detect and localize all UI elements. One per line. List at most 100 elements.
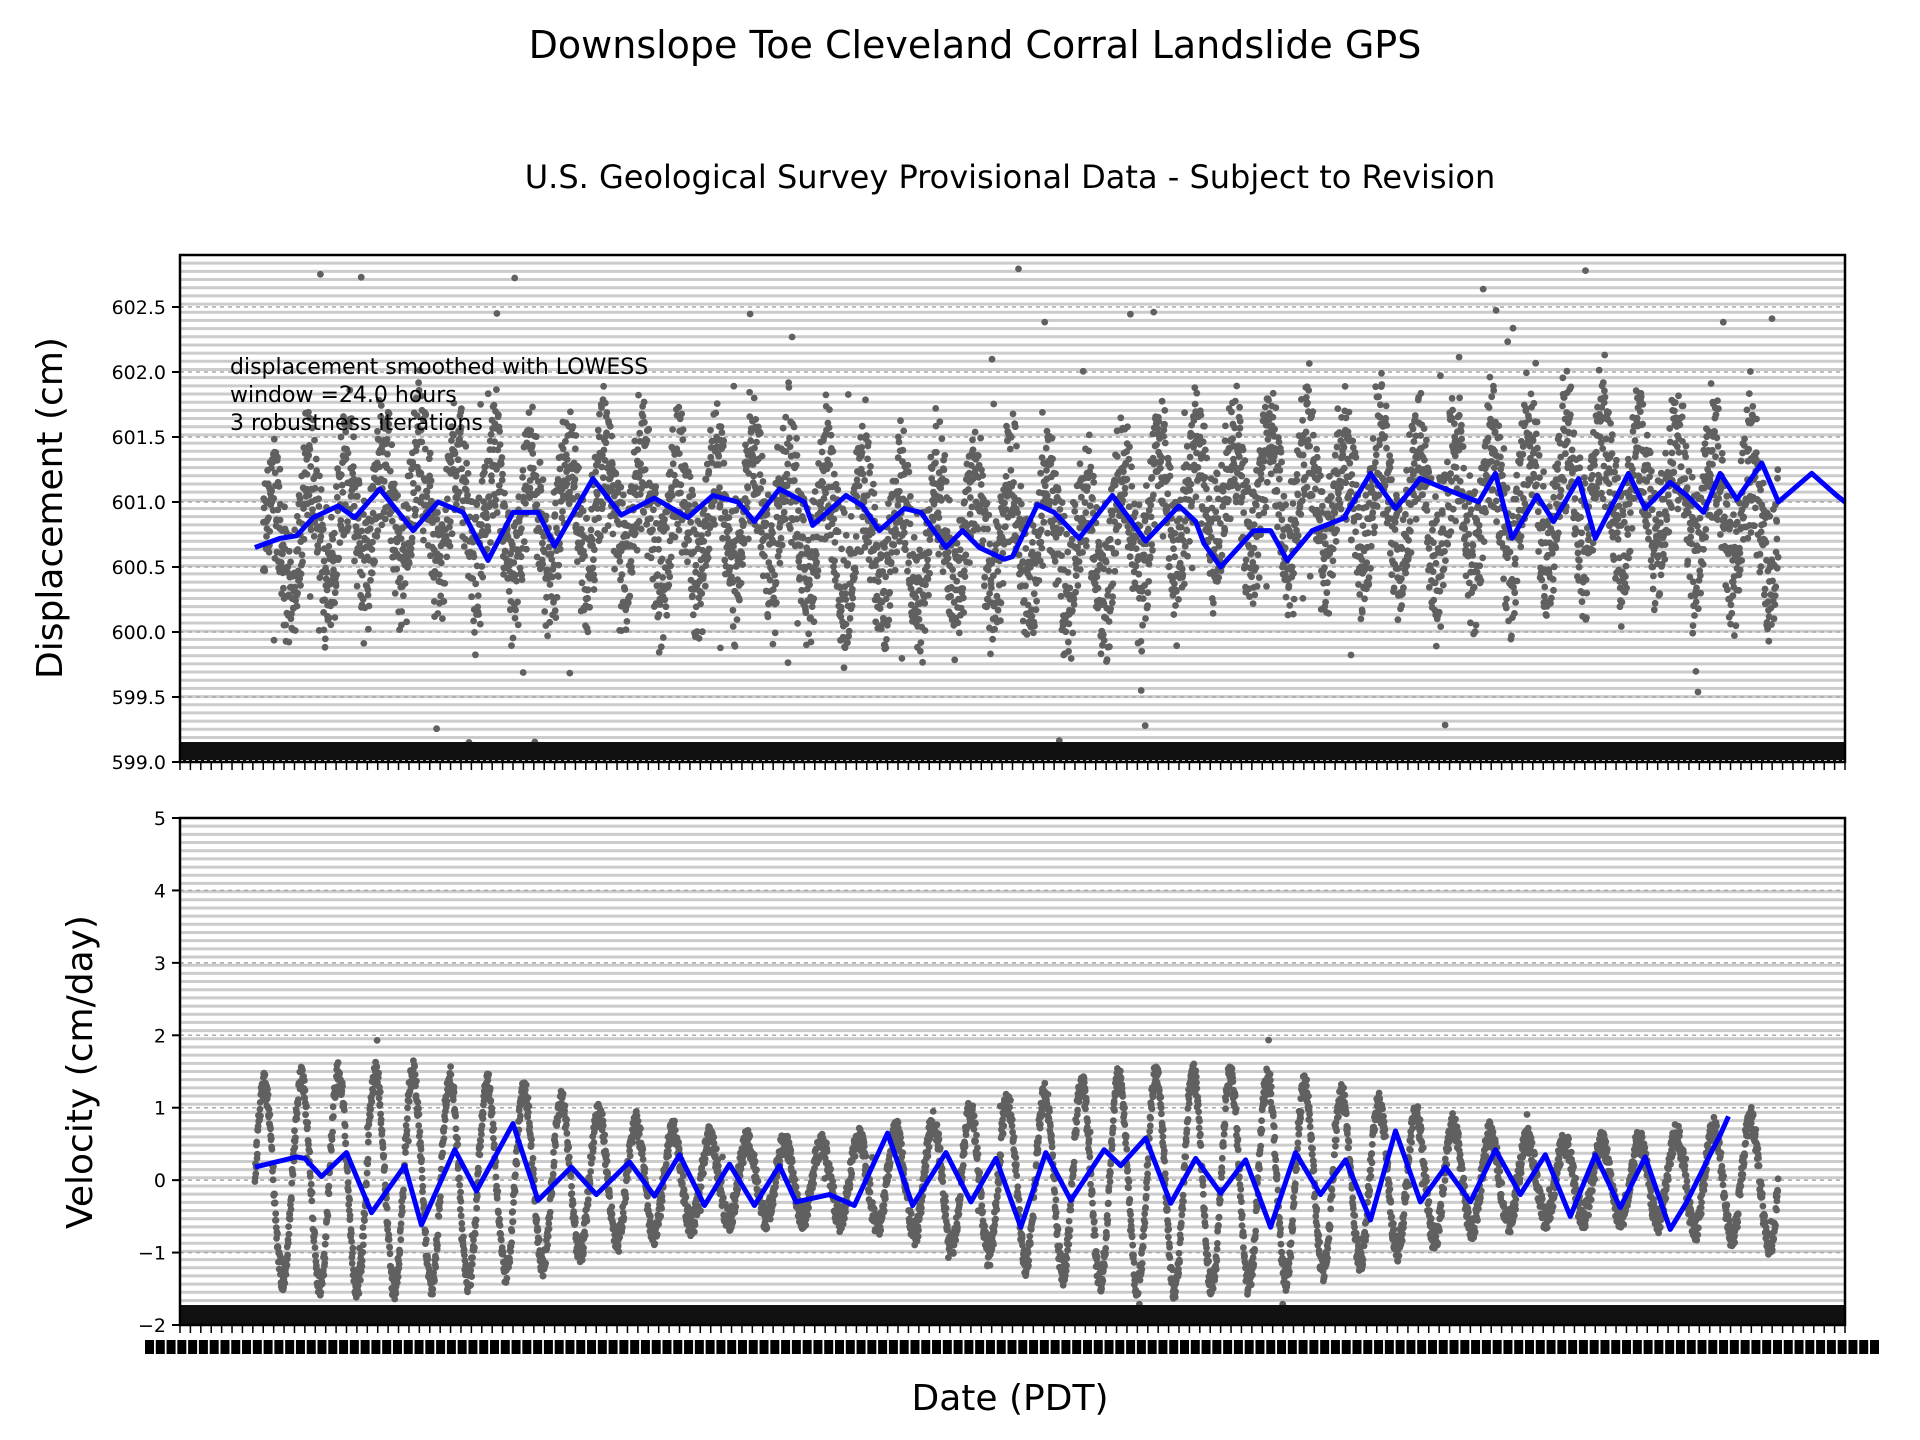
data-point	[1441, 721, 1449, 729]
data-point	[1503, 484, 1511, 492]
data-point	[1276, 467, 1284, 474]
data-point	[487, 539, 494, 546]
data-point	[1071, 501, 1079, 509]
data-point	[1646, 449, 1654, 457]
data-point	[935, 550, 943, 558]
data-point	[499, 470, 506, 478]
data-point	[1513, 577, 1521, 585]
data-point	[641, 418, 648, 426]
data-point	[632, 484, 639, 491]
data-point	[511, 614, 519, 622]
data-point	[558, 514, 566, 522]
data-point	[677, 481, 685, 489]
data-point	[425, 455, 433, 463]
data-point	[1341, 383, 1349, 390]
data-point	[360, 640, 368, 647]
data-point	[663, 611, 671, 619]
data-point	[716, 484, 723, 491]
data-point	[634, 446, 642, 453]
data-point	[480, 498, 487, 505]
data-point	[274, 453, 281, 461]
data-point	[641, 466, 649, 473]
data-point	[1471, 488, 1479, 495]
data-point	[753, 438, 760, 446]
data-point	[912, 594, 920, 601]
data-point	[1001, 499, 1008, 507]
data-point	[446, 518, 454, 526]
data-point	[459, 519, 467, 527]
data-point	[1430, 596, 1438, 604]
data-point	[606, 423, 614, 430]
data-point	[1186, 453, 1194, 461]
data-point	[1506, 548, 1514, 556]
data-point	[726, 564, 734, 572]
data-point	[1064, 548, 1072, 556]
data-point	[669, 460, 677, 468]
data-point	[991, 625, 998, 633]
data-point	[1153, 441, 1160, 449]
data-point	[1675, 392, 1682, 400]
data-point	[492, 496, 500, 504]
data-point	[345, 422, 353, 430]
data-point	[407, 551, 415, 559]
data-point	[434, 610, 442, 617]
data-point	[1175, 596, 1182, 603]
data-point	[1599, 495, 1607, 503]
data-point	[356, 540, 364, 547]
data-point	[321, 643, 329, 651]
data-point	[418, 392, 425, 400]
data-point	[477, 401, 484, 408]
data-point	[551, 607, 559, 615]
data-point	[1074, 582, 1082, 589]
data-point	[497, 460, 505, 468]
data-point	[478, 521, 485, 529]
data-point	[1550, 493, 1558, 501]
data-point	[1193, 389, 1201, 397]
data-point	[1224, 496, 1232, 504]
data-point	[263, 533, 270, 540]
data-point	[1490, 387, 1498, 394]
data-point	[692, 561, 700, 569]
data-point	[818, 448, 826, 456]
data-point	[1146, 553, 1154, 561]
data-point	[981, 573, 989, 581]
data-point	[752, 416, 760, 423]
data-point	[1015, 265, 1022, 273]
data-point	[423, 488, 431, 496]
data-point	[1365, 574, 1373, 582]
data-point	[667, 553, 675, 561]
data-point	[602, 439, 610, 447]
data-point	[1273, 488, 1281, 495]
data-point	[1160, 433, 1167, 440]
data-point	[383, 436, 391, 443]
data-point	[581, 552, 588, 560]
data-point	[427, 477, 435, 485]
data-point	[1139, 621, 1146, 629]
data-point	[1650, 606, 1658, 614]
data-point	[1158, 397, 1166, 405]
data-point	[1523, 369, 1530, 377]
data-point	[485, 493, 493, 500]
data-point	[1229, 435, 1237, 443]
data-point	[595, 514, 602, 522]
data-point	[1425, 468, 1433, 476]
data-point	[547, 550, 555, 558]
data-point	[1037, 469, 1044, 477]
data-point	[1049, 455, 1056, 463]
data-point	[484, 527, 492, 535]
data-point	[537, 486, 545, 494]
data-point	[1294, 491, 1302, 499]
data-point	[977, 481, 985, 488]
data-point	[1095, 543, 1103, 550]
data-point	[294, 589, 301, 597]
data-point	[1030, 590, 1038, 598]
data-point	[1437, 572, 1445, 580]
data-point	[1076, 460, 1084, 468]
data-point	[418, 438, 426, 446]
data-point	[757, 485, 764, 493]
data-point	[842, 596, 850, 603]
data-point	[1607, 420, 1614, 427]
data-point	[1106, 535, 1114, 543]
data-point	[552, 614, 560, 621]
data-point	[506, 606, 514, 614]
